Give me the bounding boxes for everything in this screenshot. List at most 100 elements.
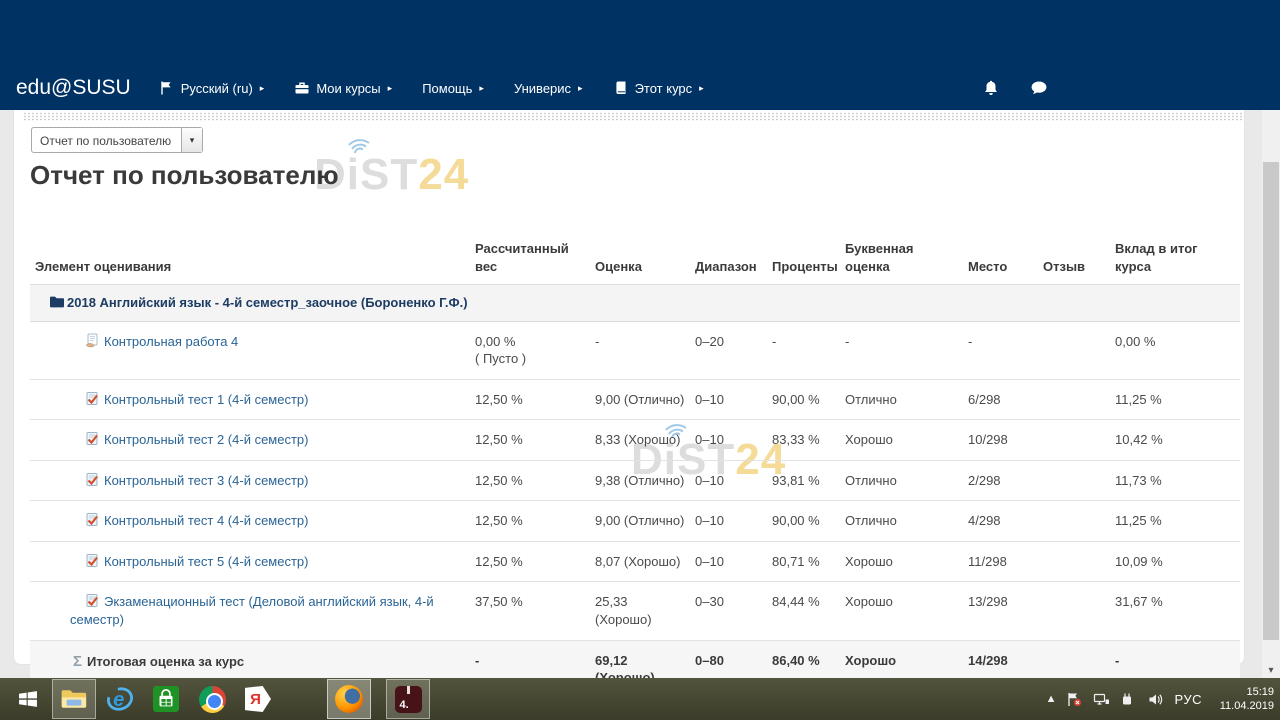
column-header-rank: Место xyxy=(968,228,1043,286)
rank-value: 6/298 xyxy=(968,379,1043,421)
letter-value: Отлично xyxy=(845,500,968,542)
taskbar-ie-icon[interactable]: e xyxy=(98,679,142,719)
caret-right-icon: ▸ xyxy=(578,82,583,93)
notifications-bell-icon[interactable] xyxy=(982,79,1000,97)
percent-value: - xyxy=(772,321,845,380)
grade-item-link[interactable]: Контрольный тест 2 (4-й семестр) xyxy=(104,432,309,448)
grade-report-table: Элемент оценивания Рассчитанный вес Оцен… xyxy=(30,228,1240,698)
scrollbar-down-arrow-icon[interactable]: ▾ xyxy=(1268,665,1274,676)
column-header-percent: Проценты xyxy=(772,228,845,286)
letter-value: Отлично xyxy=(845,379,968,421)
percent-value: 90,00 % xyxy=(772,500,845,542)
weight-value: 12,50 % xyxy=(475,541,595,583)
grade-item-link[interactable]: Контрольный тест 4 (4-й семестр) xyxy=(104,513,309,529)
sigma-icon: Σ xyxy=(73,652,83,670)
letter-value: Отлично xyxy=(845,460,968,502)
rank-value: 4/298 xyxy=(968,500,1043,542)
report-type-value: Отчет по пользователю xyxy=(40,134,172,148)
quiz-icon xyxy=(84,431,100,447)
page-scrollbar[interactable]: ▾ xyxy=(1262,110,1280,678)
table-row: Контрольный тест 2 (4-й семестр) 12,50 %… xyxy=(30,419,1240,461)
nav-menu-language[interactable]: Русский (ru) ▸ xyxy=(159,80,265,96)
report-type-select[interactable]: Отчет по пользователю ▾ xyxy=(31,127,203,153)
battery-icon[interactable] xyxy=(1120,691,1137,708)
range-value: 0–10 xyxy=(695,460,772,502)
windows-logo-icon xyxy=(19,691,37,707)
table-row: Контрольный тест 1 (4-й семестр) 12,50 %… xyxy=(30,379,1240,421)
taskbar-store-icon[interactable] xyxy=(144,679,188,719)
rank-value: 13/298 xyxy=(968,581,1043,641)
grade-item-link[interactable]: Контрольный тест 5 (4-й семестр) xyxy=(104,553,309,569)
svg-text:e: e xyxy=(113,689,124,711)
quiz-icon xyxy=(84,553,100,569)
content-card: Отчет по пользователю ▾ Отчет по пользов… xyxy=(13,110,1245,698)
percent-value: 90,00 % xyxy=(772,379,845,421)
internet-explorer-icon: e xyxy=(107,687,133,711)
taskbar-clock[interactable]: 15:19 11.04.2019 xyxy=(1212,685,1274,713)
nav-menu-univeris[interactable]: Универис ▸ xyxy=(514,81,583,96)
weight-value: 0,00 % xyxy=(475,333,516,349)
nav-menu-this-course[interactable]: Этот курс ▸ xyxy=(613,80,704,96)
contribution-value: 10,09 % xyxy=(1115,541,1240,583)
taskbar-chrome-icon[interactable] xyxy=(190,679,234,719)
letter-value: Хорошо xyxy=(845,541,968,583)
rank-value: - xyxy=(968,321,1043,380)
feedback-value xyxy=(1043,500,1115,542)
contribution-value: 11,25 % xyxy=(1115,379,1240,421)
letter-value: - xyxy=(845,321,968,380)
grade-item-link[interactable]: Контрольная работа 4 xyxy=(104,333,239,349)
taskbar-app-icon[interactable]: 4. xyxy=(386,679,430,719)
action-center-flag-icon[interactable] xyxy=(1066,691,1083,708)
letter-value: Хорошо xyxy=(845,419,968,461)
taskbar-firefox-icon[interactable] xyxy=(327,679,371,719)
table-row: Контрольная работа 4 0,00 % ( Пусто ) - 0… xyxy=(30,321,1240,380)
volume-icon[interactable] xyxy=(1147,691,1164,708)
percent-value: 93,81 % xyxy=(772,460,845,502)
caret-right-icon: ▸ xyxy=(259,82,265,93)
contribution-value: 11,25 % xyxy=(1115,500,1240,542)
top-navbar: edu@SUSU Русский (ru) ▸ Мои курсы ▸ Помо… xyxy=(0,0,1280,110)
clock-date: 11.04.2019 xyxy=(1219,700,1274,712)
nav-menu-label: Мои курсы xyxy=(316,80,381,96)
range-value: 0–10 xyxy=(695,379,772,421)
yandex-browser-logo-icon: Я xyxy=(245,686,271,712)
caret-right-icon: ▸ xyxy=(699,82,704,93)
feedback-value xyxy=(1043,460,1115,502)
start-button[interactable] xyxy=(6,679,50,719)
rank-value: 2/298 xyxy=(968,460,1043,502)
nav-menu-help[interactable]: Помощь ▸ xyxy=(422,81,484,96)
nav-menu-label: Этот курс xyxy=(634,80,693,96)
weight-value: 12,50 % xyxy=(475,379,595,421)
taskbar-yandex-icon[interactable]: Я xyxy=(236,679,280,719)
nav-menu-my-courses[interactable]: Мои курсы ▸ xyxy=(294,80,392,96)
range-value: 0–10 xyxy=(695,419,772,461)
wifi-arcs-icon xyxy=(348,139,370,154)
contribution-value: 10,42 % xyxy=(1115,419,1240,461)
messages-icon[interactable] xyxy=(1030,79,1048,97)
language-indicator[interactable]: РУС xyxy=(1174,691,1202,707)
weight-note: ( Пусто ) xyxy=(475,351,527,367)
briefcase-icon xyxy=(294,80,310,96)
nav-menu-label: Русский (ru) xyxy=(180,80,253,96)
table-header-row: Элемент оценивания Рассчитанный вес Оцен… xyxy=(30,228,1240,286)
percent-value: 83,33 % xyxy=(772,419,845,461)
clock-time: 15:19 xyxy=(1246,686,1274,698)
grade-item-link[interactable]: Контрольный тест 3 (4-й семестр) xyxy=(104,472,309,488)
tray-expand-arrow-icon[interactable]: ▲ xyxy=(1045,693,1057,705)
grade-item-link[interactable]: Экзаменационный тест (Деловой английский… xyxy=(70,594,434,628)
column-header-grade: Оценка xyxy=(595,228,695,286)
grade-value: 25,33 (Хорошо) xyxy=(595,581,695,641)
grade-value: 8,07 (Хорошо) xyxy=(595,541,695,583)
network-icon[interactable] xyxy=(1093,691,1110,708)
grade-value: - xyxy=(595,321,695,380)
navbar-shadow-pattern xyxy=(23,112,1242,121)
taskbar-explorer-icon[interactable] xyxy=(52,679,96,719)
scrollbar-thumb[interactable] xyxy=(1263,162,1279,640)
select-dropdown-arrow-icon[interactable]: ▾ xyxy=(181,128,202,152)
app-logo[interactable]: edu@SUSU xyxy=(16,76,131,99)
grade-item-link[interactable]: Контрольный тест 1 (4-й семестр) xyxy=(104,391,309,407)
feedback-value xyxy=(1043,581,1115,641)
nav-menu-label: Помощь xyxy=(422,80,473,96)
chrome-logo-icon xyxy=(198,685,226,713)
grade-value: 9,00 (Отлично) xyxy=(595,379,695,421)
